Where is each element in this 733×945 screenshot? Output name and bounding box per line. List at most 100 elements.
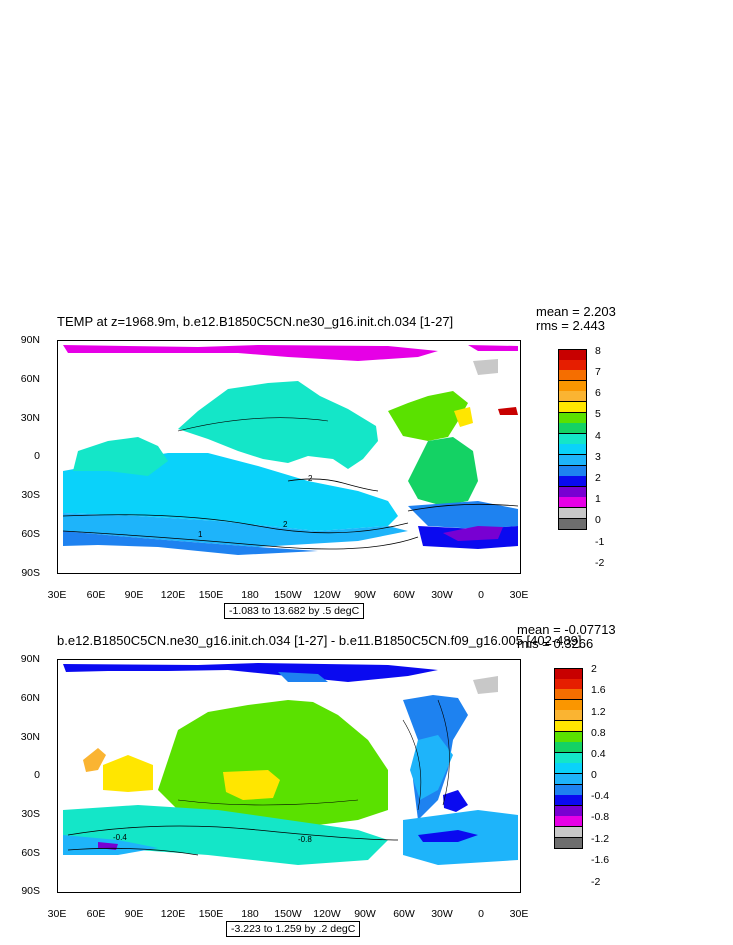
pacific-ocean	[178, 381, 378, 469]
x-tick-label: 120W	[313, 589, 341, 601]
contour-line	[62, 514, 409, 534]
colorbar-swatch	[554, 678, 583, 690]
contour-label: 2	[283, 520, 288, 529]
colorbar-swatch	[554, 784, 583, 796]
colorbar-swatch	[554, 742, 583, 754]
x-tick-label: 150E	[198, 908, 224, 920]
colorbar-swatch	[554, 752, 583, 764]
x-tick-label: 60E	[86, 589, 106, 601]
rms-value: rms = 0.3266	[517, 636, 594, 651]
colorbar-label: 2	[595, 472, 601, 484]
y-tick-label: 30N	[20, 412, 40, 424]
map-svg: 2 2 1	[62, 345, 519, 555]
colorbar-label: 0	[591, 769, 597, 781]
south-atlantic-deep	[418, 830, 478, 842]
contour-line	[407, 503, 519, 512]
colorbar-swatch	[558, 380, 587, 392]
colorbar-swatch	[554, 689, 583, 701]
colorbar-label: 3	[595, 451, 601, 463]
rms-value: rms = 2.443	[536, 318, 606, 333]
contour-line	[177, 417, 329, 432]
colorbar-label: 4	[595, 430, 601, 442]
colorbar-label: 1	[595, 493, 601, 505]
y-tick-label: 60S	[21, 528, 40, 540]
colorbar-label: -1	[595, 536, 605, 548]
colorbar-swatch	[558, 497, 587, 509]
colorbar-swatch	[554, 805, 583, 817]
colorbar-swatch	[554, 795, 583, 807]
colorbar-label: -2	[595, 557, 605, 569]
contour-label: 1	[198, 530, 203, 539]
x-tick-label: 60W	[393, 589, 415, 601]
colorbar-label: 8	[595, 345, 601, 357]
x-tick-label: 120E	[160, 908, 186, 920]
x-tick-label: 60E	[86, 908, 106, 920]
colorbar-swatch	[554, 837, 583, 849]
x-tick-label: 150W	[274, 589, 302, 601]
pacific-yellow	[223, 770, 280, 800]
y-tick-label: 30S	[21, 808, 40, 820]
colorbar-label: 2	[591, 663, 597, 675]
colorbar-swatch	[558, 359, 587, 371]
contour-line	[402, 719, 422, 811]
colorbar-swatch	[554, 774, 583, 785]
colorbar-swatch	[558, 508, 587, 519]
indian-ocean	[73, 437, 168, 476]
south-ocean-2	[63, 531, 318, 555]
x-tick-label: 120E	[160, 589, 186, 601]
med-red	[498, 407, 518, 415]
x-tick-label: 90W	[354, 908, 376, 920]
y-tick-label: 0	[34, 769, 40, 781]
x-tick-label: 30E	[509, 908, 529, 920]
x-tick-label: 90E	[124, 908, 144, 920]
y-tick-label: 90S	[21, 567, 40, 579]
colorbar-swatch	[558, 423, 587, 435]
panel-title: TEMP at z=1968.9m, b.e12.B1850C5CN.ne30_…	[57, 314, 454, 329]
indian-yellow	[103, 755, 153, 792]
colorbar-swatch	[558, 476, 587, 488]
colorbar-label: 7	[595, 366, 601, 378]
map-plot: -0.4 -0.8	[57, 659, 521, 893]
colorbar-swatch	[554, 816, 583, 828]
contour-line	[67, 825, 399, 841]
contour-line	[287, 478, 379, 492]
india-orange	[83, 748, 106, 772]
x-tick-label: 30E	[47, 908, 67, 920]
x-tick-label: 120W	[313, 908, 341, 920]
x-tick-label: 0	[478, 908, 484, 920]
x-tick-label: 30E	[509, 589, 529, 601]
colorbar-label: 0.4	[591, 748, 606, 760]
colorbar-swatch	[554, 731, 583, 743]
range-note: -3.223 to 1.259 by .2 degC	[226, 921, 361, 937]
arctic-gray	[473, 359, 498, 375]
mean-value: mean = 2.203	[536, 304, 616, 319]
x-tick-label: 30E	[47, 589, 67, 601]
colorbar-label: 1.6	[591, 684, 606, 696]
map-plot: 2 2 1	[57, 340, 521, 574]
colorbar-swatch	[558, 465, 587, 477]
x-tick-label: 180	[241, 589, 259, 601]
contour-line	[177, 799, 359, 806]
y-tick-label: 90S	[21, 885, 40, 897]
map-svg: -0.4 -0.8	[63, 663, 518, 865]
colorbar-swatch	[558, 518, 587, 530]
x-tick-label: 90E	[124, 589, 144, 601]
colorbar-label: 1.2	[591, 706, 606, 718]
arctic-ocean-east	[468, 345, 518, 351]
arctic-ocean	[63, 663, 438, 682]
panel-top: TEMP at z=1968.9m, b.e12.B1850C5CN.ne30_…	[20, 304, 616, 619]
x-tick-label: 150W	[274, 908, 302, 920]
atlantic-green	[408, 437, 478, 506]
colorbar-swatch	[554, 763, 583, 775]
gulf-yellow	[454, 407, 473, 427]
y-tick-label: 60N	[20, 373, 40, 385]
y-tick-label: 60N	[20, 692, 40, 704]
y-tick-label: 90N	[20, 334, 40, 346]
colorbar-label: -1.6	[591, 854, 610, 866]
colorbar-swatch	[558, 412, 587, 424]
colorbar-label: -1.2	[591, 833, 610, 845]
colorbar-swatch	[558, 433, 587, 445]
x-tick-label: 0	[478, 589, 484, 601]
weddell-purple	[443, 526, 503, 541]
